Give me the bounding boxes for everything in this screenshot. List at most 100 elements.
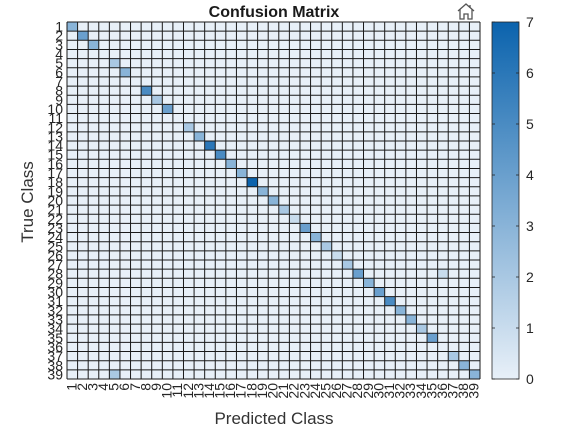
matrix-cell-11-23 [299, 113, 311, 123]
matrix-cell-10-34 [416, 104, 428, 114]
matrix-cell-4-37 [448, 49, 459, 59]
matrix-cell-33-5 [109, 314, 120, 325]
x-tick-label: 20 [265, 383, 281, 399]
matrix-cell-15-27 [342, 150, 353, 160]
matrix-cell-38-6 [119, 360, 131, 370]
x-tick-label: 35 [423, 383, 439, 399]
matrix-cell-3-37 [448, 40, 459, 50]
matrix-cell-10-15 [215, 104, 226, 114]
y-tick-label: 1 [55, 19, 63, 35]
matrix-cell-31-26 [331, 296, 343, 306]
matrix-cell-37-21 [278, 351, 290, 361]
matrix-cell-22-31 [384, 214, 396, 224]
matrix-cell-37-37 [448, 351, 459, 361]
matrix-cell-12-26 [331, 122, 343, 132]
matrix-cell-22-5 [109, 214, 120, 224]
matrix-cell-18-11 [172, 177, 184, 187]
y-tick-label: 12 [47, 119, 63, 135]
x-tick-label: 34 [413, 383, 429, 399]
matrix-cell-19-18 [247, 186, 258, 196]
x-tick-label: 2 [74, 383, 90, 391]
matrix-cell-4-29 [363, 49, 375, 59]
matrix-cell-26-32 [395, 250, 406, 260]
matrix-cell-24-3 [88, 232, 99, 242]
matrix-cell-15-21 [278, 150, 290, 160]
matrix-cell-33-17 [236, 314, 248, 325]
matrix-cell-20-13 [194, 195, 205, 206]
matrix-cell-23-11 [172, 223, 184, 233]
matrix-cell-33-30 [374, 314, 385, 325]
matrix-cell-5-8 [141, 58, 152, 68]
matrix-cell-17-12 [183, 168, 195, 178]
matrix-cell-30-13 [194, 287, 205, 297]
matrix-cell-14-9 [151, 141, 163, 151]
matrix-cell-33-4 [98, 314, 110, 325]
matrix-cell-8-4 [98, 86, 110, 96]
matrix-cell-19-25 [321, 186, 332, 196]
matrix-cell-29-20 [268, 278, 279, 288]
matrix-cell-30-17 [236, 287, 248, 297]
matrix-cell-4-12 [183, 49, 195, 59]
matrix-cell-8-20 [268, 86, 279, 96]
matrix-cell-37-34 [416, 351, 428, 361]
matrix-cell-3-32 [395, 40, 406, 50]
matrix-cell-6-31 [384, 67, 396, 77]
matrix-cell-28-21 [278, 269, 290, 279]
matrix-cell-19-12 [183, 186, 195, 196]
matrix-cell-1-35 [427, 22, 438, 32]
matrix-cell-29-9 [151, 278, 163, 288]
matrix-cell-31-28 [352, 296, 364, 306]
matrix-cell-14-21 [278, 141, 290, 151]
matrix-cell-5-4 [98, 58, 110, 68]
matrix-cell-15-22 [289, 150, 300, 160]
matrix-cell-17-7 [130, 168, 142, 178]
matrix-cell-36-25 [321, 342, 332, 352]
matrix-cell-12-38 [458, 122, 470, 132]
matrix-cell-15-37 [448, 150, 459, 160]
matrix-cell-19-3 [88, 186, 99, 196]
matrix-cell-3-19 [257, 40, 269, 50]
matrix-cell-10-39 [469, 104, 480, 114]
matrix-cell-26-30 [374, 250, 385, 260]
matrix-cell-23-25 [321, 223, 332, 233]
matrix-cell-6-4 [98, 67, 110, 77]
matrix-cell-19-20 [268, 186, 279, 196]
matrix-cell-29-35 [427, 278, 438, 288]
matrix-cell-28-11 [172, 269, 184, 279]
matrix-cell-26-9 [151, 250, 163, 260]
matrix-cell-31-31 [384, 296, 396, 306]
x-tick-label: 29 [360, 383, 376, 399]
matrix-cell-2-32 [395, 31, 406, 41]
matrix-cell-15-13 [194, 150, 205, 160]
matrix-cell-22-19 [257, 214, 269, 224]
matrix-cell-38-26 [331, 360, 343, 370]
matrix-cell-23-2 [77, 223, 89, 233]
matrix-cell-22-7 [130, 214, 142, 224]
x-axis-label: Predicted Class [214, 409, 333, 426]
x-tick-label: 16 [222, 383, 238, 399]
matrix-cell-20-1 [67, 195, 78, 206]
matrix-cell-10-25 [321, 104, 332, 114]
matrix-cell-21-10 [162, 205, 173, 215]
matrix-cell-4-11 [172, 49, 184, 59]
matrix-cell-15-8 [141, 150, 152, 160]
matrix-cell-4-13 [194, 49, 205, 59]
matrix-cell-38-14 [204, 360, 216, 370]
matrix-cell-27-37 [448, 260, 459, 270]
matrix-cell-2-2 [77, 31, 89, 41]
matrix-cell-2-31 [384, 31, 396, 41]
matrix-cell-2-23 [299, 31, 311, 41]
matrix-cell-11-16 [225, 113, 237, 123]
home-button[interactable] [455, 1, 477, 21]
matrix-cell-8-15 [215, 86, 226, 96]
matrix-cell-22-18 [247, 214, 258, 224]
matrix-cell-8-19 [257, 86, 269, 96]
y-tick-label: 13 [47, 128, 63, 144]
matrix-cell-15-19 [257, 150, 269, 160]
matrix-cell-18-18 [247, 177, 258, 187]
matrix-cell-19-21 [278, 186, 290, 196]
matrix-cell-15-24 [310, 150, 322, 160]
matrix-cell-19-7 [130, 186, 142, 196]
matrix-cell-21-16 [225, 205, 237, 215]
